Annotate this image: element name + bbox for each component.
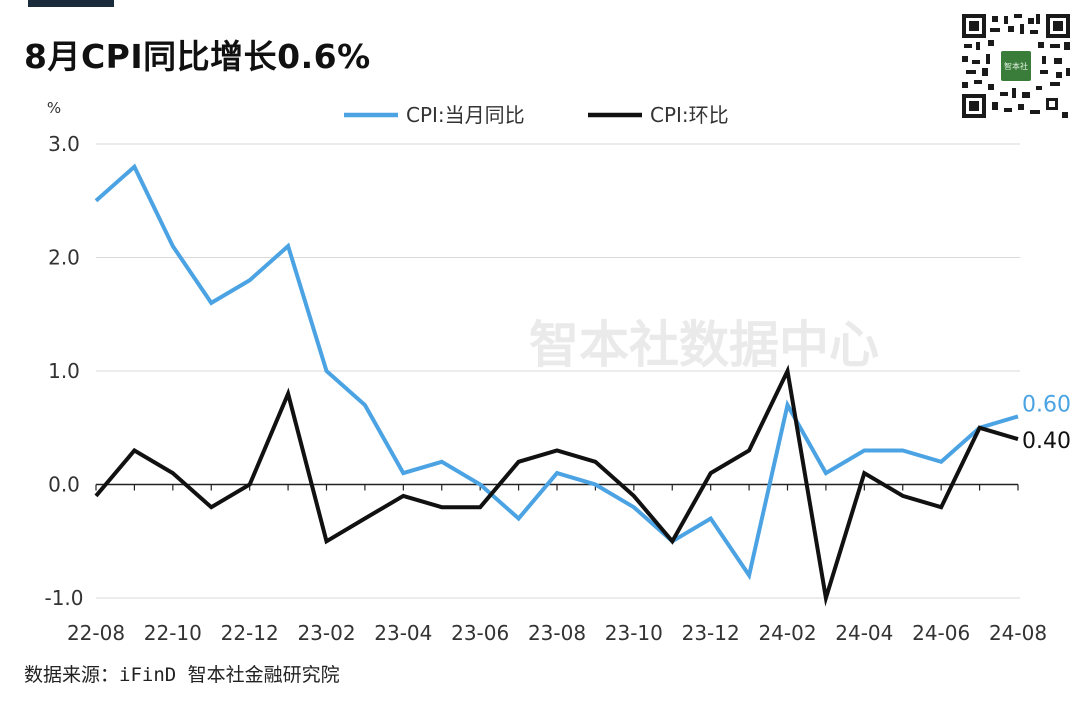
x-tick-label: 23-12: [682, 621, 740, 645]
title-accent-bar: [28, 0, 114, 7]
end-value-label: 0.40: [1022, 429, 1071, 454]
x-tick-label: 24-08: [989, 621, 1047, 645]
y-tick-label: 2.0: [48, 246, 80, 270]
x-tick-label: 22-10: [144, 621, 202, 645]
legend-label: CPI:当月同比: [406, 103, 525, 127]
grid-lines: [96, 143, 1020, 599]
y-axis: 3.0 2.0 1.0 0.0 -1.0%: [44, 99, 83, 610]
y-tick-label: 1.0: [48, 359, 80, 383]
x-tick-label: 23-08: [528, 621, 586, 645]
chart-title: 8月CPI同比增长0.6%: [24, 37, 371, 76]
x-tick-label: 24-02: [758, 621, 816, 645]
y-axis-unit: %: [47, 99, 61, 117]
x-tick-label: 24-04: [835, 621, 893, 645]
end-labels: 0.60 0.40: [1022, 392, 1071, 454]
legend-label: CPI:环比: [650, 103, 729, 127]
qr-center-text: 智本社: [1004, 61, 1028, 71]
x-tick-label: 22-12: [221, 621, 279, 645]
series-line-1: [94, 364, 1019, 607]
watermark-text: 智本社数据中心: [529, 316, 879, 374]
qr-code-graphic: 智本社: [960, 12, 1072, 120]
x-tick-label: 23-04: [374, 621, 432, 645]
series-line-0: [94, 163, 1019, 581]
y-tick-label: 0.0: [48, 473, 80, 497]
legend: CPI:当月同比 CPI:环比: [344, 103, 729, 127]
source-note: 数据来源：iFinD 智本社金融研究院: [24, 664, 340, 686]
qr-code[interactable]: 智本社: [960, 12, 1072, 120]
y-tick-label: 3.0: [48, 132, 80, 156]
x-tick-label: 23-10: [605, 621, 663, 645]
y-tick-label: -1.0: [44, 586, 83, 610]
x-axis: 22-08 22-10 22-12 23-02 23-04 23-06 23-08 23-10…: [67, 483, 1047, 645]
series-lines: [94, 163, 1019, 607]
x-tick-label: 23-06: [451, 621, 509, 645]
end-value-label: 0.60: [1022, 392, 1071, 417]
x-tick-label: 24-06: [912, 621, 970, 645]
x-tick-label: 23-02: [297, 621, 355, 645]
x-tick-label: 22-08: [67, 621, 125, 645]
